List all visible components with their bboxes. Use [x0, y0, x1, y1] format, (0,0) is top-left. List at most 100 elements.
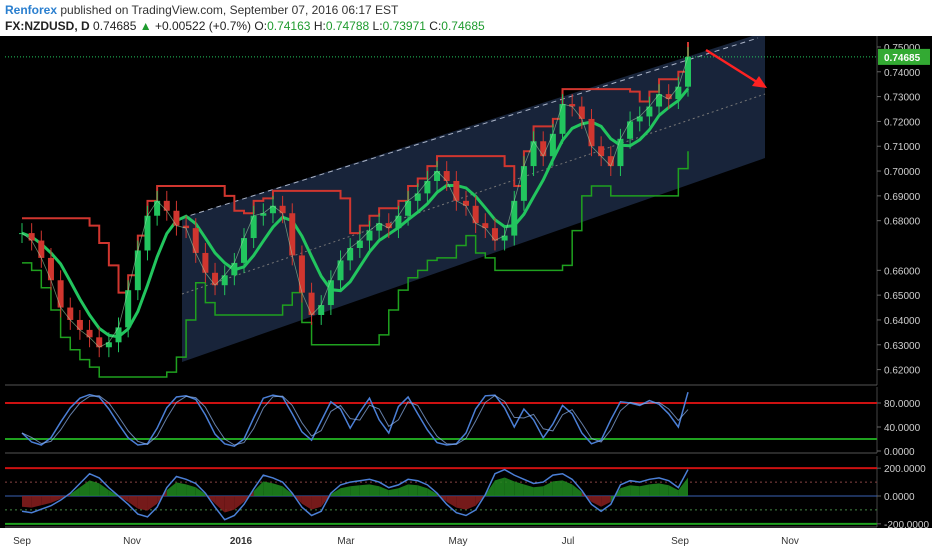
price-tick-label: 0.64000	[884, 316, 921, 327]
candle-body	[327, 280, 334, 306]
cci-area-segment	[543, 481, 553, 496]
cci-area-segment	[639, 484, 650, 496]
time-axis-bg	[0, 528, 932, 550]
publish-line: Renforex published on TradingView.com, S…	[5, 3, 398, 17]
candle-body	[154, 200, 161, 216]
price-tick-label: 0.75000	[884, 43, 921, 54]
stoch-line	[21, 391, 689, 448]
price-tick-label: 0.65000	[884, 291, 921, 302]
price-tick-label: 0.70000	[884, 167, 921, 178]
cci-area-segment	[427, 488, 438, 496]
candle-body	[627, 121, 634, 139]
stoch-tick-label: 0.0000	[884, 447, 915, 458]
cci-area-segment	[359, 484, 370, 496]
chart-area[interactable]: 0.75000 0.74000 0.73000 0.72000 0.71000 0.700…	[0, 32, 932, 550]
cci-area-segment	[398, 484, 409, 496]
candle-body	[298, 255, 305, 293]
cci-area-segment	[118, 496, 129, 502]
candle-body	[289, 213, 296, 256]
price-tick-label: 0.72000	[884, 117, 921, 128]
cci-area-segment	[234, 496, 244, 510]
cci-area-segment	[89, 480, 100, 496]
cci-area-segment	[70, 487, 80, 496]
price-pane[interactable]: 0.75000 0.74000 0.73000 0.72000 0.71000 0.700…	[5, 32, 930, 386]
cci-area-segment	[630, 485, 640, 496]
cci-area-segment	[456, 496, 466, 510]
cci-area-segment	[166, 482, 177, 496]
candle-body	[212, 272, 219, 286]
candle-body	[260, 213, 267, 216]
symbol-label: FX:NZDUSD, D	[5, 19, 90, 33]
candle-body	[598, 146, 605, 157]
candle-body	[347, 247, 354, 261]
candle-body	[453, 180, 460, 201]
cci-area-segment	[678, 477, 688, 496]
cci-area-segment	[340, 486, 351, 496]
candle-body	[192, 228, 199, 253]
cci-area-segment	[523, 484, 534, 496]
time-tick-label: May	[449, 536, 468, 547]
candle-body	[530, 141, 537, 167]
cci-area-segment	[108, 490, 119, 496]
candle-body	[38, 240, 45, 258]
candle-body	[318, 305, 325, 315]
cci-area-segment	[99, 483, 109, 496]
forecast-arrow-line	[705, 48, 761, 86]
candle-body	[337, 260, 344, 281]
cci-area-segment	[514, 481, 524, 496]
candle-body	[144, 215, 151, 251]
cci-area-segment	[446, 496, 457, 508]
cci-area-segment	[668, 485, 679, 496]
time-tick-label: Sep	[671, 536, 689, 547]
cci-area-segment	[369, 484, 380, 496]
chart-svg[interactable]: 0.75000 0.74000 0.73000 0.72000 0.71000 0.700…	[0, 32, 932, 550]
ohlc-line: FX:NZDUSD, D 0.74685 ▲ +0.00522 (+0.7%) …	[5, 19, 485, 33]
change-value: +0.00522 (+0.7%)	[154, 19, 252, 33]
cci-area-segment	[408, 484, 418, 496]
high-label: H:	[313, 19, 326, 33]
candle-body	[57, 280, 64, 308]
forecast-arrow-head	[752, 76, 767, 88]
cci-area-segment	[282, 486, 293, 496]
candle-body	[617, 138, 624, 167]
candle-body	[308, 292, 315, 315]
stochastic-pane[interactable]: 80.0000 40.0000 0.0000	[5, 387, 921, 458]
candle-body	[105, 342, 112, 348]
time-tick-label: Mar	[337, 536, 355, 547]
candle-body	[115, 327, 122, 343]
cci-area-segment	[50, 496, 61, 503]
candle-body	[67, 307, 74, 320]
candle-body	[183, 225, 190, 229]
cci-area-segment	[79, 480, 90, 496]
price-tick-label: 0.62000	[884, 366, 921, 377]
published-text: published on TradingView.com, September …	[60, 3, 399, 17]
cci-area-segment	[272, 483, 283, 496]
cci-area-segment	[533, 486, 544, 496]
cci-area-segment	[659, 483, 669, 496]
candle-body	[250, 215, 257, 239]
cci-area-segment	[330, 488, 341, 496]
last-price-tag	[878, 48, 930, 65]
low-label: L:	[372, 19, 383, 33]
cci-tick-label: 200.0000	[884, 464, 926, 475]
cci-area-segment	[485, 480, 495, 496]
cci-area-segment	[147, 496, 158, 511]
cci-area-segment	[22, 496, 32, 508]
candle-body	[463, 200, 469, 206]
candle-body	[173, 210, 180, 226]
price-tick-label: 0.69000	[884, 192, 921, 203]
cci-tick-label: -200.0000	[884, 520, 929, 531]
candle-body	[125, 290, 132, 328]
cci-area-segment	[388, 488, 399, 496]
author-link[interactable]: Renforex	[5, 3, 58, 17]
price-tick-label: 0.66000	[884, 266, 921, 277]
cci-area-segment	[137, 496, 148, 511]
candle-body	[231, 262, 238, 276]
cci-area-segment	[350, 485, 360, 496]
candle-body	[385, 223, 392, 229]
cci-area-segment	[186, 484, 196, 496]
cci-line	[21, 468, 689, 521]
cci-pane[interactable]: 200.0000 0.0000 -200.0000	[5, 456, 929, 531]
candle-body	[482, 223, 489, 229]
candle-body	[86, 329, 93, 338]
